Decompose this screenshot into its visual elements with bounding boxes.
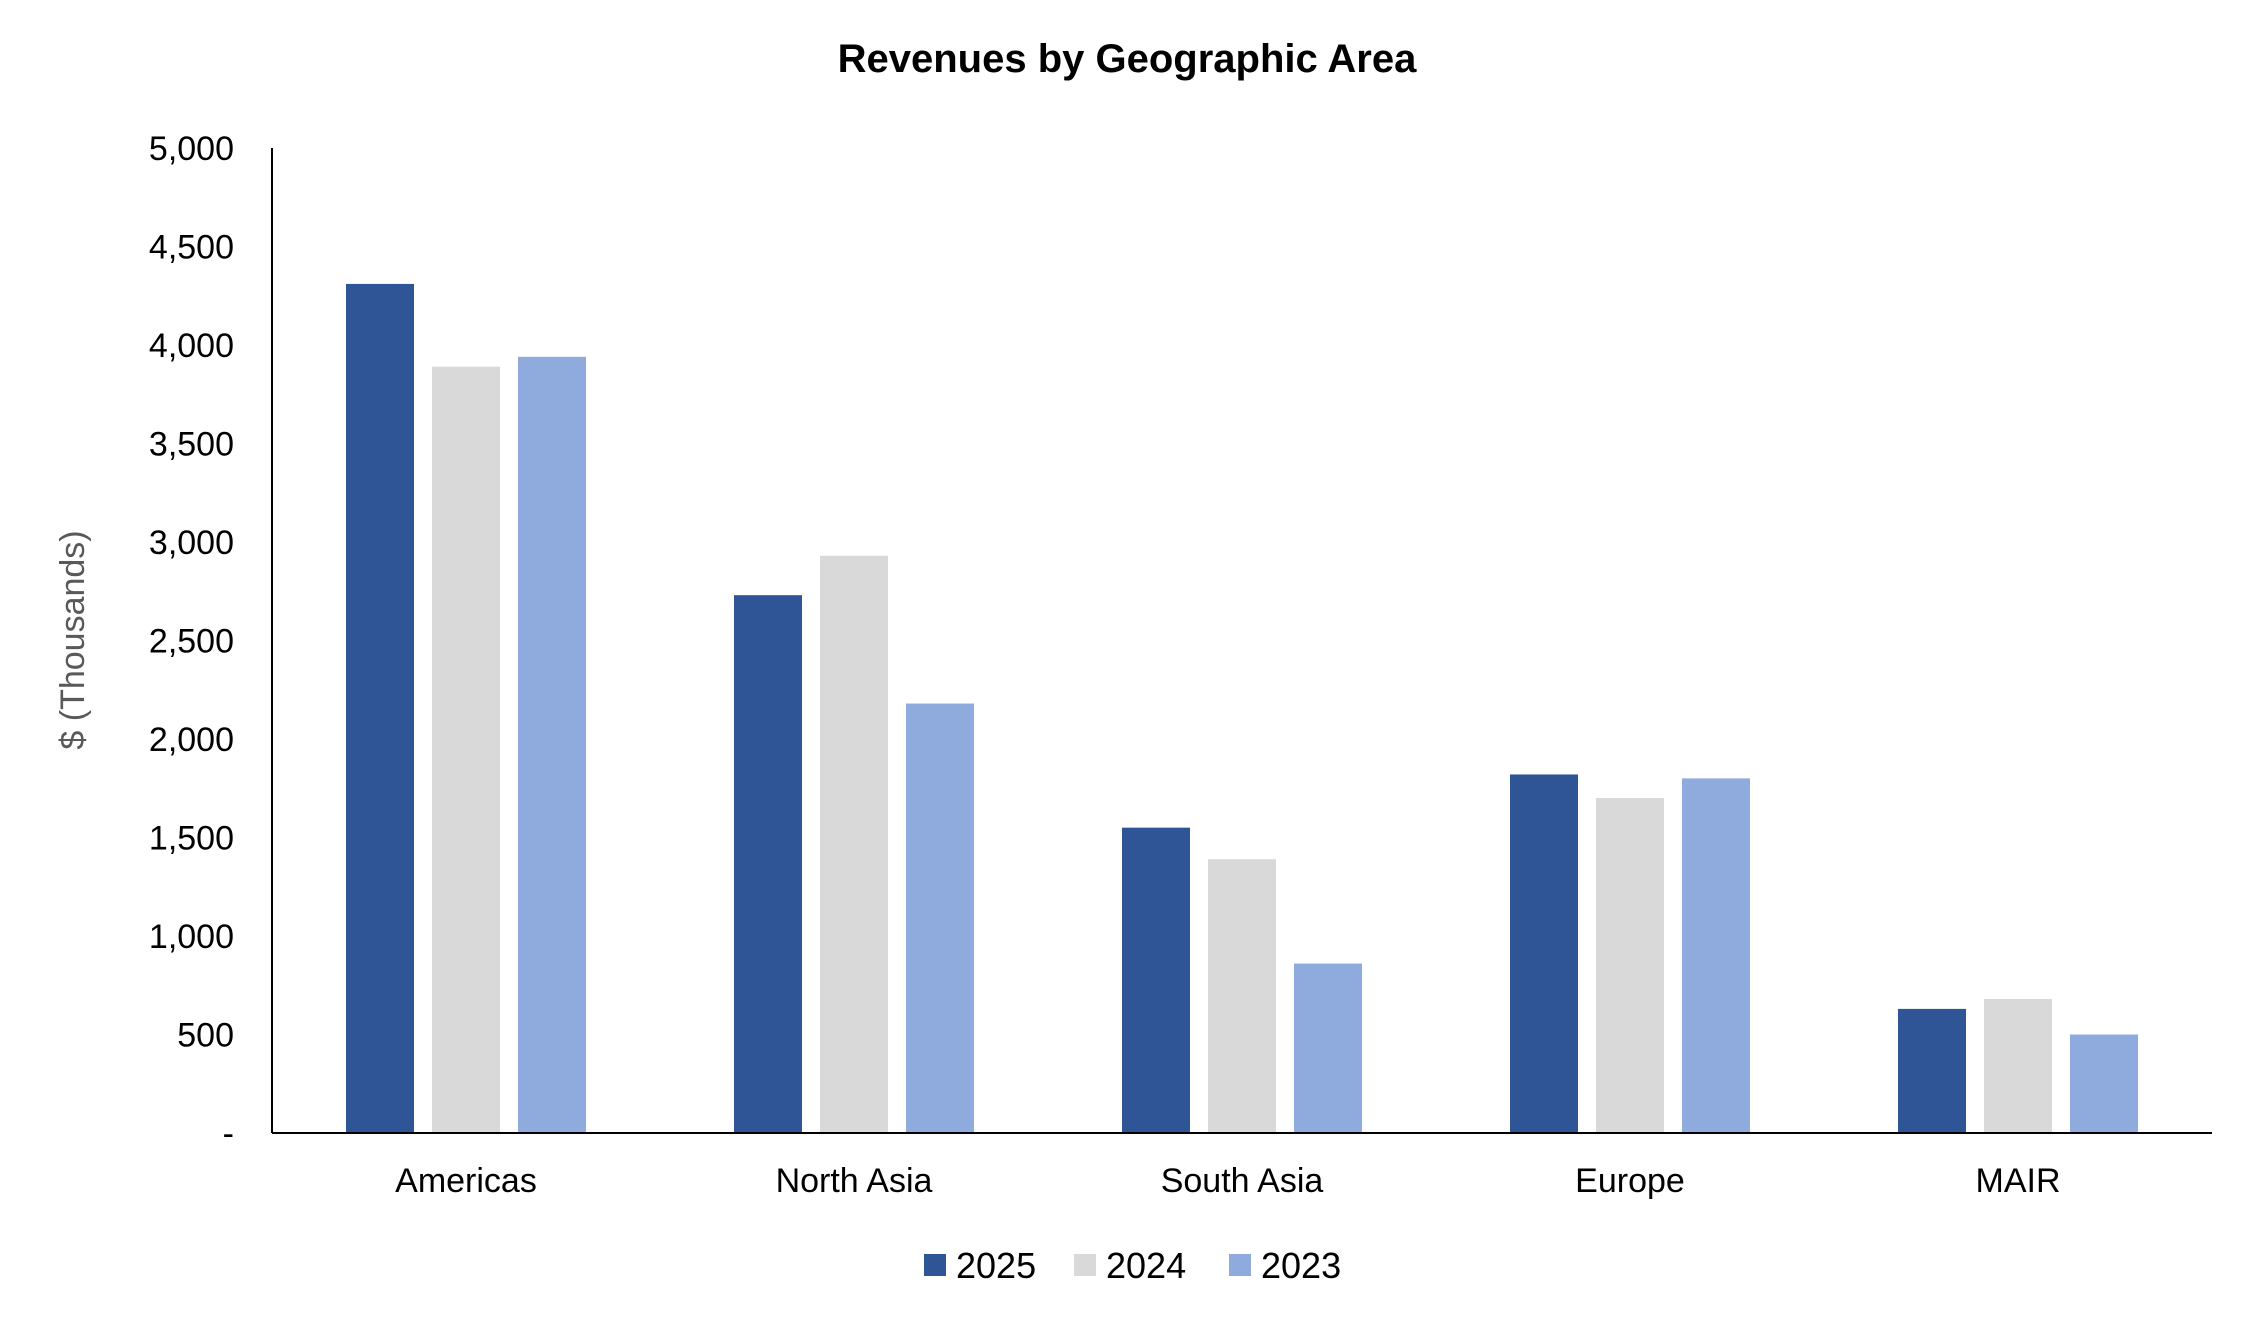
y-tick-label: 4,500: [149, 229, 234, 267]
bar-2025: [1122, 827, 1190, 1133]
y-tick-label: 500: [177, 1017, 234, 1055]
bar-2025: [1510, 774, 1578, 1133]
bar-2023: [1294, 963, 1362, 1133]
y-tick-label: 4,000: [149, 327, 234, 365]
bar-2025: [346, 283, 414, 1133]
y-tick-label: 1,500: [149, 820, 234, 858]
y-axis-ticks: - 500 1,000 1,500 2,000 2,500 3,000 3,500 4,000 4…: [149, 130, 234, 1153]
bar-2023: [518, 356, 586, 1133]
bar-2023: [2070, 1034, 2138, 1133]
legend-item-2025: 2025: [924, 1245, 1036, 1286]
y-tick-label: 3,500: [149, 426, 234, 464]
bars: [346, 283, 2138, 1133]
chart-title: Revenues by Geographic Area: [838, 37, 1417, 81]
x-tick-label: Americas: [395, 1162, 537, 1200]
y-axis-label: $ (Thousands): [54, 530, 92, 749]
x-tick-label: Europe: [1575, 1162, 1685, 1200]
legend: 2025 2024 2023: [924, 1245, 1341, 1286]
legend-swatch: [1229, 1254, 1251, 1276]
x-tick-label: North Asia: [776, 1162, 933, 1200]
bar-2025: [734, 595, 802, 1133]
bar-2024: [432, 366, 500, 1133]
x-axis-labels: Americas North Asia South Asia Europe MAIR: [395, 1162, 2060, 1200]
x-tick-label: MAIR: [1976, 1162, 2061, 1200]
legend-label: 2023: [1261, 1245, 1341, 1286]
bar-2023: [906, 703, 974, 1133]
legend-label: 2024: [1106, 1245, 1186, 1286]
legend-item-2024: 2024: [1074, 1245, 1186, 1286]
bar-2023: [1682, 778, 1750, 1133]
y-tick-label: 3,000: [149, 524, 234, 562]
legend-label: 2025: [956, 1245, 1036, 1286]
bar-2024: [1208, 859, 1276, 1133]
y-tick-label: 5,000: [149, 130, 234, 168]
y-tick-label: -: [223, 1115, 234, 1153]
y-tick-label: 2,000: [149, 721, 234, 759]
legend-swatch: [924, 1254, 946, 1276]
legend-swatch: [1074, 1254, 1096, 1276]
legend-item-2023: 2023: [1229, 1245, 1341, 1286]
bar-2024: [820, 555, 888, 1133]
y-tick-label: 1,000: [149, 918, 234, 956]
x-tick-label: South Asia: [1161, 1162, 1324, 1200]
y-tick-label: 2,500: [149, 623, 234, 661]
bar-2024: [1984, 999, 2052, 1133]
bar-2025: [1898, 1008, 1966, 1133]
bar-2024: [1596, 798, 1664, 1133]
